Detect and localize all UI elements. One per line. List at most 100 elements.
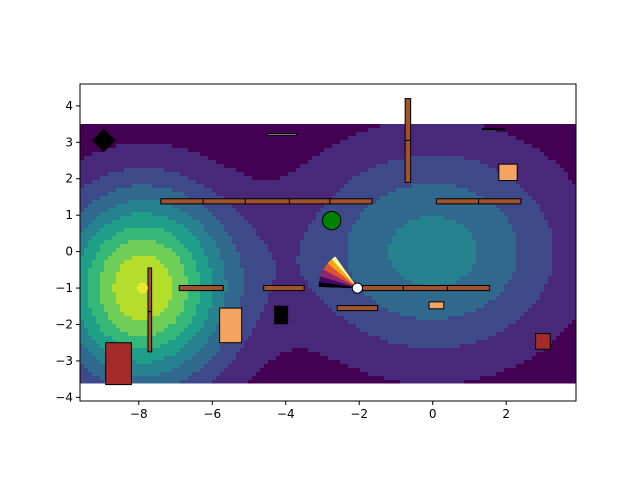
contour-cell (80, 368, 89, 373)
contour-cell (172, 368, 201, 373)
contour-cell (508, 216, 545, 221)
contour-cell (80, 220, 93, 225)
contour-cell (472, 236, 517, 241)
contour-cell (104, 348, 181, 353)
contour-cell (120, 216, 169, 221)
contour-cell (164, 328, 185, 333)
contour-cell (80, 156, 85, 161)
x-tick-label: 0 (429, 407, 437, 421)
contour-cell (188, 248, 205, 253)
contour-cell (324, 300, 377, 305)
contour-cell (388, 160, 481, 165)
contour-cell (240, 256, 273, 261)
contour-cell (192, 232, 209, 237)
contour-cell (552, 264, 576, 269)
contour-cell (312, 288, 365, 293)
contour-cell (168, 324, 189, 329)
contour-cell (220, 348, 241, 353)
contour-cell (528, 192, 576, 197)
contour-cell (80, 248, 85, 253)
contour-cell (104, 380, 181, 384)
contour-cell (340, 360, 525, 365)
contour-cell (240, 348, 293, 353)
contour-cell (348, 260, 393, 265)
contour-cell (308, 228, 353, 233)
contour-cell (516, 264, 553, 269)
contour-cell (268, 300, 325, 305)
contour-cell (528, 308, 576, 313)
contour-cell (184, 264, 197, 269)
contour-cell (208, 312, 221, 317)
contour-cell (352, 228, 397, 233)
contour-cell (572, 320, 576, 325)
contour-cell (80, 192, 109, 197)
contour-cell (188, 276, 201, 281)
contour-cell (80, 328, 89, 333)
obstacle-box (498, 163, 518, 182)
contour-cell (204, 252, 221, 257)
contour-cell (520, 184, 576, 189)
x-axis: −8 −6 −4 −2 0 2 (130, 401, 510, 421)
contour-cell (300, 248, 349, 253)
contour-cell (496, 332, 561, 337)
contour-cell (240, 296, 269, 301)
contour-cell (88, 300, 101, 305)
contour-cell (88, 284, 101, 289)
contour-cell (188, 148, 325, 153)
obstacle-box (535, 333, 551, 350)
contour-cell (508, 132, 576, 137)
contour-cell (480, 376, 576, 381)
contour-cell (180, 208, 209, 213)
contour-cell (200, 276, 213, 281)
contour-cell (324, 204, 369, 209)
contour-cell (372, 296, 497, 301)
contour-cell (80, 180, 93, 185)
contour-cell (208, 232, 229, 237)
contour-cell (236, 168, 297, 173)
contour-cell (192, 336, 209, 341)
contour-cell (244, 216, 317, 221)
contour-cell (540, 204, 576, 209)
contour-cell (540, 148, 576, 153)
contour-cell (392, 236, 473, 241)
contour-cell (80, 148, 105, 153)
contour-cell (184, 224, 205, 229)
contour-cell (88, 240, 105, 245)
contour-cell (80, 292, 89, 297)
contour-cell (236, 244, 269, 249)
contour-cell (192, 216, 217, 221)
y-tick-label: 4 (65, 99, 73, 113)
contour-cell (152, 360, 185, 365)
contour-cell (104, 332, 129, 337)
contour-cell (208, 264, 225, 269)
contour-cell (516, 180, 573, 185)
contour-cell (80, 320, 85, 325)
contour-cell (236, 312, 261, 317)
y-tick-label: 2 (65, 172, 73, 186)
contour-cell (120, 304, 169, 309)
contour-cell (128, 240, 157, 245)
contour-cell (220, 252, 241, 257)
thin-bar (266, 133, 298, 136)
contour-cell (200, 280, 213, 285)
contour-cell (212, 276, 225, 281)
contour-cell (240, 212, 317, 217)
contour-cell (312, 156, 405, 161)
contour-cell (464, 312, 525, 317)
contour-cell (384, 376, 481, 381)
contour-cell (448, 316, 521, 321)
contour-cell (500, 292, 541, 297)
contour-cell (92, 264, 105, 269)
contour-cell (80, 272, 89, 277)
contour-cell (552, 268, 576, 273)
contour-cell (128, 200, 161, 205)
contour-cell (412, 280, 457, 285)
yellow-dot-marker (136, 282, 148, 294)
contour-cell (476, 252, 517, 257)
contour-cell (208, 208, 237, 213)
contour-cell (516, 248, 553, 253)
contour-cell (120, 356, 165, 361)
contour-cell (496, 168, 565, 173)
contour-cell (224, 228, 257, 233)
contour-cell (108, 312, 125, 317)
